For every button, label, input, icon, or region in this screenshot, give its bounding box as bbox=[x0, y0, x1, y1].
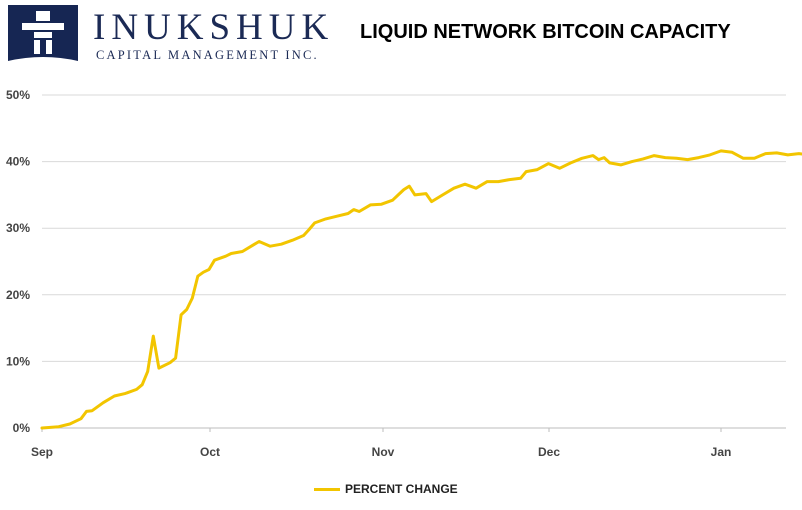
y-tick-label: 40% bbox=[6, 155, 30, 169]
y-tick-label: 30% bbox=[6, 221, 30, 235]
y-tick-label: 20% bbox=[6, 288, 30, 302]
logo-mark bbox=[8, 5, 78, 71]
gridlines bbox=[42, 94, 786, 429]
legend-swatch bbox=[314, 487, 340, 491]
legend-label: PERCENT CHANGE bbox=[345, 482, 458, 496]
y-tick-label: 10% bbox=[6, 354, 30, 368]
x-tick-label: Dec bbox=[538, 445, 560, 459]
series-line-percent-change bbox=[40, 149, 802, 430]
x-axis-ticks: Sep Oct Nov Dec Jan bbox=[31, 428, 731, 459]
y-axis-ticks: 0% 10% 20% 30% 40% 50% bbox=[6, 88, 30, 435]
x-tick-label: Jan bbox=[711, 445, 732, 459]
y-tick-label: 0% bbox=[13, 421, 31, 435]
inukshuk-figure-icon bbox=[8, 5, 78, 71]
y-tick-label: 50% bbox=[6, 88, 30, 102]
legend: PERCENT CHANGE bbox=[314, 482, 458, 496]
company-subtitle: CAPITAL MANAGEMENT INC. bbox=[96, 48, 319, 62]
x-tick-label: Oct bbox=[200, 445, 220, 459]
chart-title: LIQUID NETWORK BITCOIN CAPACITY bbox=[360, 21, 731, 43]
x-tick-label: Nov bbox=[372, 445, 395, 459]
series-layer bbox=[40, 149, 802, 430]
x-tick-label: Sep bbox=[31, 445, 53, 459]
company-name: INUKSHUK bbox=[93, 7, 335, 48]
